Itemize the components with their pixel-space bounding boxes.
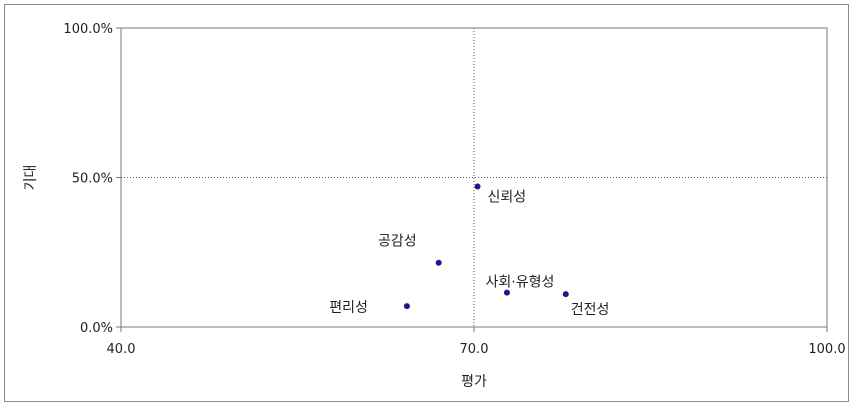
data-point (503, 289, 510, 296)
x-tick-label: 70.0 (460, 342, 489, 357)
x-axis-ticks: 40.0 70.0 100.0 (107, 327, 846, 357)
data-point (562, 291, 569, 298)
data-point (403, 303, 410, 310)
x-axis-label: 평가 (461, 374, 487, 390)
y-axis-label: 기대 (23, 165, 39, 191)
data-point-label: 신뢰성 (488, 189, 527, 205)
data-point-label: 공감성 (378, 234, 417, 250)
data-point (474, 183, 481, 190)
y-tick-label: 100.0% (63, 22, 113, 37)
data-point-label: 편리성 (329, 300, 368, 316)
y-axis-ticks: 0.0% 50.0% 100.0% (63, 22, 121, 336)
scatter-chart: 40.0 70.0 100.0 0.0% 50.0% 100.0% 신뢰성공감성사회·유… (23, 22, 846, 390)
y-tick-label: 0.0% (80, 321, 113, 336)
y-tick-label: 50.0% (72, 172, 113, 187)
reference-lines (121, 28, 827, 327)
data-point-label: 사회·유형성 (486, 275, 555, 291)
data-point-label: 건전성 (571, 302, 610, 318)
x-tick-label: 100.0 (808, 342, 845, 357)
data-point (435, 259, 442, 266)
x-tick-label: 40.0 (107, 342, 136, 357)
data-points (403, 183, 569, 310)
